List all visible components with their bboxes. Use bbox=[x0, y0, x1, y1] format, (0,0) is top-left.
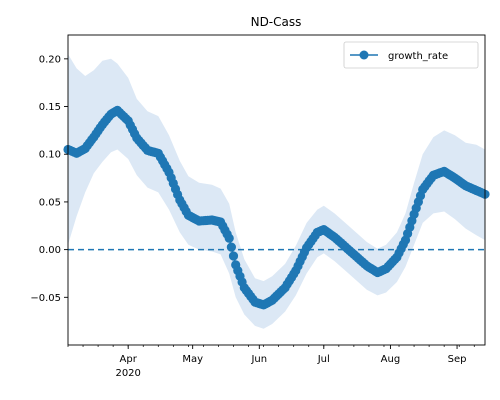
x-tick-label: May bbox=[182, 354, 203, 365]
x-tick-label: Aug bbox=[381, 354, 401, 365]
y-tick-label: 0.05 bbox=[39, 197, 61, 208]
x-tick-label: Sep bbox=[448, 354, 467, 365]
x-tick-label: Jun bbox=[250, 354, 267, 365]
legend-marker-icon bbox=[359, 50, 369, 60]
x-tick-sublabel: 2020 bbox=[115, 368, 140, 379]
x-tick-label: Apr bbox=[120, 354, 138, 365]
legend-entry-growth-rate: growth_rate bbox=[388, 51, 448, 62]
y-tick-label: −0.05 bbox=[30, 293, 61, 304]
confidence-band-layer bbox=[68, 54, 485, 329]
legend: growth_rate bbox=[343, 41, 479, 69]
y-tick-label: 0.20 bbox=[39, 54, 61, 65]
series-layer bbox=[63, 105, 490, 310]
confidence-band bbox=[68, 54, 485, 329]
series-point bbox=[226, 242, 236, 252]
x-tick-label: Jul bbox=[317, 354, 330, 365]
y-tick-label: 0.10 bbox=[39, 150, 61, 161]
axes-layer: −0.05 0.00 0.05 0.10 0.15 0.20 Apr 2020 May Jun Ju… bbox=[30, 34, 486, 379]
y-tick-label: 0.15 bbox=[39, 102, 61, 113]
legend-box bbox=[343, 41, 479, 69]
series-markers-growth-rate bbox=[63, 105, 490, 310]
chart-title: ND-Cass bbox=[251, 15, 302, 29]
y-tick-label: 0.00 bbox=[39, 245, 61, 256]
series-point bbox=[224, 233, 234, 243]
series-point bbox=[228, 251, 239, 261]
plot-frame bbox=[67, 34, 486, 346]
